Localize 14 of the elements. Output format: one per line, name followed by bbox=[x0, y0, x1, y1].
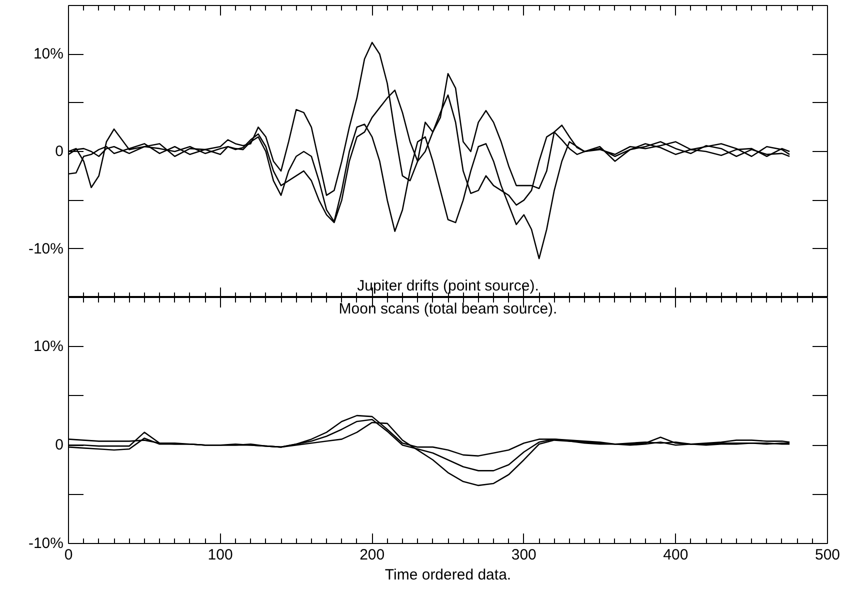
x-axis-title: Time ordered data. bbox=[384, 566, 512, 584]
y-tick-label: -10% bbox=[28, 240, 64, 258]
x-tick-label: 500 bbox=[814, 546, 840, 564]
y-tick-label: 10% bbox=[33, 338, 64, 356]
annotation: Moon scans (total beam source). bbox=[338, 300, 558, 318]
x-tick-label: 400 bbox=[663, 546, 688, 564]
x-tick-label: 100 bbox=[208, 546, 233, 564]
y-tick-label: 0 bbox=[55, 143, 64, 160]
y-tick-label: -10% bbox=[28, 535, 64, 552]
y-tick-label: 0 bbox=[55, 436, 64, 454]
x-tick-label: 200 bbox=[360, 546, 385, 564]
x-tick-label: 300 bbox=[511, 546, 536, 564]
y-tick-label: 10% bbox=[33, 46, 64, 63]
annotation: Jupiter drifts (point source). bbox=[357, 278, 539, 294]
